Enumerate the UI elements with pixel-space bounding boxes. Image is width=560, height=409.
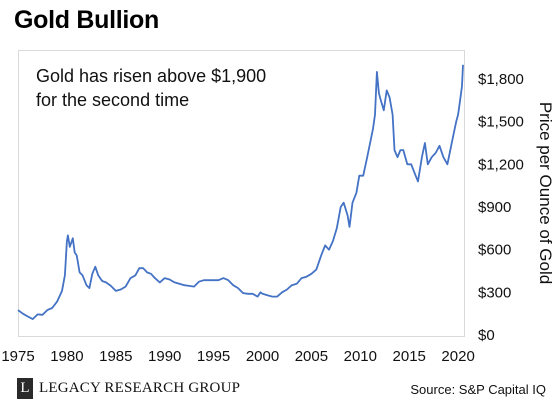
x-tick-label: 2020	[441, 348, 474, 365]
gold-price-line	[17, 64, 464, 320]
x-tick-label: 1995	[197, 348, 230, 365]
chart-title: Gold Bullion	[14, 6, 159, 34]
brand-name: LEGACY RESEARCH GROUP	[39, 380, 241, 396]
source-note: Source: S&P Capital IQ	[410, 382, 546, 397]
brand-logo: L LEGACY RESEARCH GROUP	[17, 378, 240, 399]
y-tick-label: $1,500	[478, 114, 524, 131]
y-tick-label: $0	[478, 327, 495, 344]
y-tick-label: $300	[478, 284, 511, 301]
x-tick-label: 2010	[344, 348, 377, 365]
y-tick-label: $600	[478, 242, 511, 259]
annotation-line-1: Gold has risen above $1,900	[36, 66, 267, 86]
annotation-line-2: for the second time	[36, 90, 190, 110]
chart-annotation: Gold has risen above $1,900 for the seco…	[36, 64, 266, 112]
y-tick-label: $1,200	[478, 156, 524, 173]
x-tick-label: 1980	[50, 348, 83, 365]
y-axis-label: Price per Ounce of Gold	[536, 101, 555, 285]
x-tick-label: 1985	[99, 348, 132, 365]
x-tick-label: 1975	[1, 348, 34, 365]
x-tick-label: 2005	[295, 348, 328, 365]
x-tick-label: 2015	[393, 348, 426, 365]
plot-frame	[18, 50, 465, 337]
x-tick-label: 2000	[246, 348, 279, 365]
x-tick-label: 1990	[148, 348, 181, 365]
brand-logo-icon: L	[17, 378, 33, 399]
y-tick-label: $1,800	[478, 71, 524, 88]
y-tick-label: $900	[478, 199, 511, 216]
